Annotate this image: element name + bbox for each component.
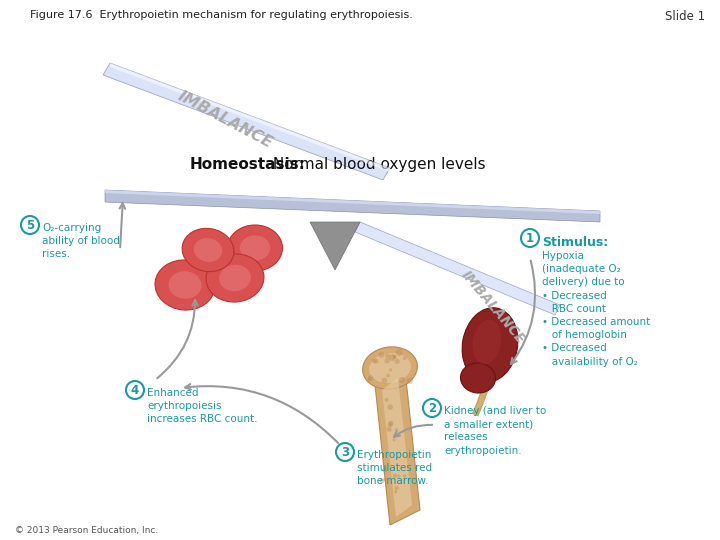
Polygon shape: [105, 190, 600, 214]
Circle shape: [336, 443, 354, 461]
Text: Kidney (and liver to
a smaller extent)
releases
erythropoietin.: Kidney (and liver to a smaller extent) r…: [444, 406, 546, 456]
Circle shape: [379, 352, 384, 358]
Circle shape: [395, 486, 399, 490]
Circle shape: [372, 359, 377, 363]
Circle shape: [402, 356, 407, 360]
Circle shape: [388, 421, 394, 426]
Circle shape: [384, 358, 390, 363]
Circle shape: [386, 374, 390, 377]
Polygon shape: [310, 222, 360, 270]
Text: IMBALANCE: IMBALANCE: [458, 268, 527, 347]
Ellipse shape: [472, 320, 501, 365]
Text: IMBALANCE: IMBALANCE: [175, 88, 275, 151]
Circle shape: [384, 398, 389, 402]
Circle shape: [396, 349, 402, 356]
Circle shape: [382, 467, 387, 472]
Text: Homeostasis:: Homeostasis:: [190, 157, 306, 172]
Circle shape: [397, 474, 400, 477]
Ellipse shape: [219, 265, 251, 291]
Circle shape: [403, 474, 407, 478]
Circle shape: [384, 477, 387, 481]
Polygon shape: [103, 63, 390, 180]
Circle shape: [395, 359, 400, 364]
Circle shape: [389, 368, 392, 372]
Ellipse shape: [206, 254, 264, 302]
Text: 5: 5: [26, 219, 34, 232]
Text: Stimulus:: Stimulus:: [542, 236, 608, 249]
Ellipse shape: [461, 363, 495, 393]
Ellipse shape: [462, 308, 518, 382]
Text: Slide 1: Slide 1: [665, 10, 705, 23]
Circle shape: [379, 478, 384, 483]
Circle shape: [393, 355, 397, 359]
Text: Normal blood oxygen levels: Normal blood oxygen levels: [268, 157, 485, 172]
Circle shape: [387, 404, 393, 410]
Polygon shape: [105, 190, 600, 222]
Circle shape: [374, 359, 379, 363]
Text: Erythropoietin
stimulates red
bone marrow.: Erythropoietin stimulates red bone marro…: [357, 450, 432, 487]
Text: © 2013 Pearson Education, Inc.: © 2013 Pearson Education, Inc.: [15, 526, 158, 535]
Ellipse shape: [182, 228, 234, 272]
Circle shape: [399, 377, 405, 383]
Ellipse shape: [369, 353, 411, 383]
Circle shape: [392, 355, 396, 359]
Ellipse shape: [228, 225, 282, 271]
Text: Hypoxia
(inadequate O₂
delivery) due to
• Decreased
   RBC count
• Decreased amo: Hypoxia (inadequate O₂ delivery) due to …: [542, 251, 650, 367]
Circle shape: [385, 353, 390, 358]
Circle shape: [521, 229, 539, 247]
Text: 3: 3: [341, 446, 349, 459]
Circle shape: [423, 399, 441, 417]
Circle shape: [368, 375, 373, 381]
Ellipse shape: [155, 260, 215, 310]
Ellipse shape: [363, 347, 418, 389]
Polygon shape: [355, 222, 560, 315]
Ellipse shape: [194, 238, 222, 262]
Text: 2: 2: [428, 402, 436, 415]
Circle shape: [394, 490, 397, 494]
Text: Figure 17.6  Erythropoietin mechanism for regulating erythropoiesis.: Figure 17.6 Erythropoietin mechanism for…: [30, 10, 413, 20]
Circle shape: [367, 377, 372, 381]
Circle shape: [21, 216, 39, 234]
Circle shape: [387, 427, 392, 432]
Polygon shape: [110, 63, 390, 172]
Circle shape: [392, 474, 397, 478]
Polygon shape: [382, 378, 412, 517]
Circle shape: [392, 438, 395, 441]
Text: 4: 4: [131, 384, 139, 397]
Ellipse shape: [240, 235, 270, 261]
Circle shape: [388, 422, 392, 427]
Circle shape: [126, 381, 144, 399]
Circle shape: [407, 378, 413, 384]
Text: 1: 1: [526, 232, 534, 245]
Text: O₂-carrying
ability of blood
rises.: O₂-carrying ability of blood rises.: [42, 223, 120, 259]
Circle shape: [395, 428, 398, 431]
Polygon shape: [375, 370, 420, 525]
Ellipse shape: [168, 271, 202, 299]
Circle shape: [382, 377, 387, 383]
Text: Enhanced
erythropoiesis
increases RBC count.: Enhanced erythropoiesis increases RBC co…: [147, 388, 258, 424]
Circle shape: [389, 354, 395, 361]
